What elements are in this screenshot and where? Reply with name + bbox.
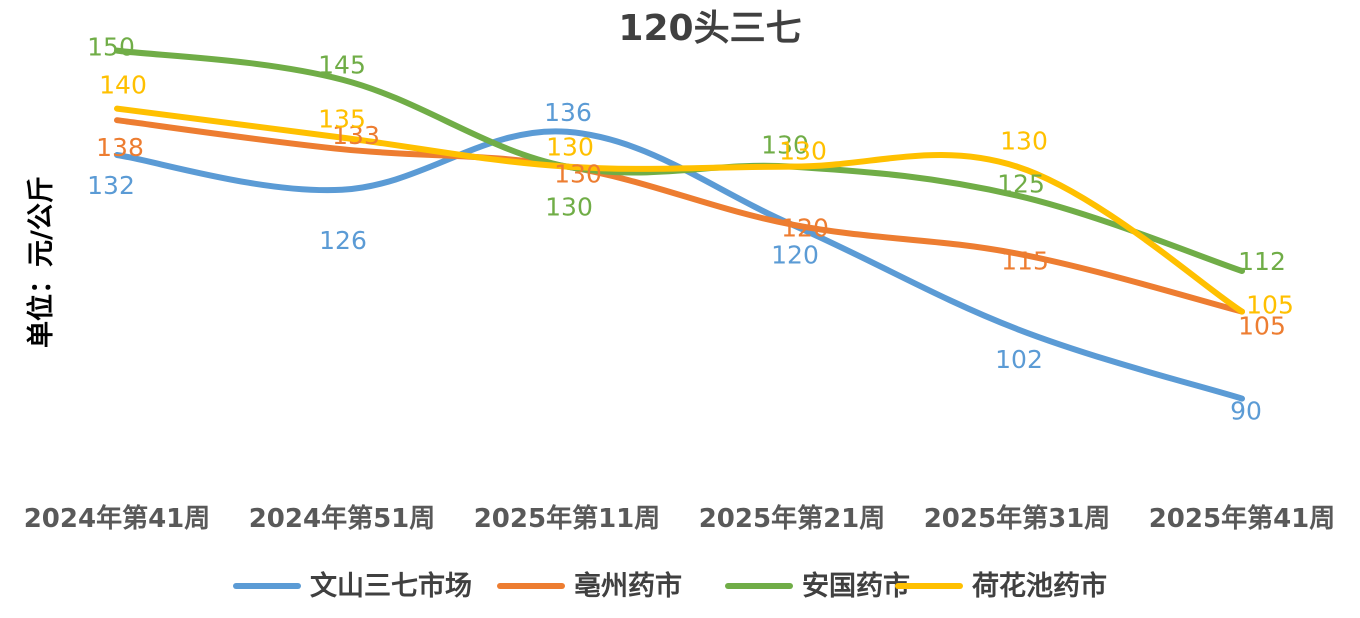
data-label-anguo-1: 145 [318, 51, 366, 80]
legend-label-hehuachi: 荷花池药市 [972, 570, 1107, 602]
series-line-anguo [114, 47, 1245, 274]
data-label-bozhou-0: 138 [96, 133, 144, 162]
data-label-anguo-2: 130 [545, 193, 593, 222]
series-line-bozhou [114, 117, 1245, 315]
series-line-hehuachi [114, 105, 1245, 315]
x-tick-label-4: 2025年第31周 [924, 503, 1111, 534]
data-label-wenshan-3: 120 [771, 241, 819, 270]
data-label-anguo-0: 150 [87, 33, 135, 62]
data-label-hehuachi-4: 130 [1000, 127, 1048, 156]
x-tick-label-3: 2025年第21周 [699, 503, 886, 534]
data-label-anguo-4: 125 [997, 170, 1045, 199]
x-tick-label-5: 2025年第41周 [1149, 503, 1336, 534]
legend-item-wenshan[interactable]: 文山三七市场 [233, 570, 472, 602]
x-axis-ticks: 2024年第41周 2024年第51周 2025年第11周 2025年第21周 2025… [24, 503, 1336, 534]
data-label-hehuachi-0: 140 [99, 71, 147, 100]
legend-label-bozhou: 亳州药市 [574, 570, 682, 602]
data-label-bozhou-2: 130 [554, 160, 602, 189]
data-label-hehuachi-3: 130 [779, 137, 827, 166]
data-label-hehuachi-5: 105 [1246, 291, 1294, 320]
series-lines [114, 47, 1245, 402]
legend[interactable]: 文山三七市场 亳州药市 安国药市 荷花池药市 [233, 570, 1107, 602]
chart-title: 120头三七 [618, 8, 801, 49]
legend-label-anguo: 安国药市 [802, 570, 910, 602]
data-labels: 132 126 136 120 102 90 138 133 130 120 115 105 150 14… [87, 33, 1294, 426]
legend-item-hehuachi[interactable]: 荷花池药市 [895, 570, 1107, 602]
data-label-wenshan-2: 136 [544, 98, 592, 127]
x-tick-label-0: 2024年第41周 [24, 503, 211, 534]
data-label-wenshan-0: 132 [87, 171, 135, 200]
data-label-bozhou-1: 133 [332, 121, 380, 150]
legend-item-anguo[interactable]: 安国药市 [725, 570, 910, 602]
data-label-wenshan-5: 90 [1230, 397, 1262, 426]
x-tick-label-1: 2024年第51周 [249, 503, 436, 534]
data-label-anguo-5: 112 [1238, 247, 1286, 276]
y-axis-label: 单位：元/公斤 [25, 176, 57, 348]
data-label-anguo-3: 130 [761, 131, 809, 160]
data-label-hehuachi-2: 130 [546, 133, 594, 162]
legend-item-bozhou[interactable]: 亳州药市 [497, 570, 682, 602]
legend-label-wenshan: 文山三七市场 [310, 570, 472, 602]
data-label-hehuachi-1: 135 [318, 105, 366, 134]
data-label-wenshan-1: 126 [319, 226, 367, 255]
data-label-bozhou-4: 115 [1001, 247, 1049, 276]
data-label-bozhou-5: 105 [1238, 312, 1286, 341]
data-label-wenshan-4: 102 [995, 345, 1043, 374]
x-tick-label-2: 2025年第11周 [474, 503, 661, 534]
data-label-bozhou-3: 120 [781, 214, 829, 243]
